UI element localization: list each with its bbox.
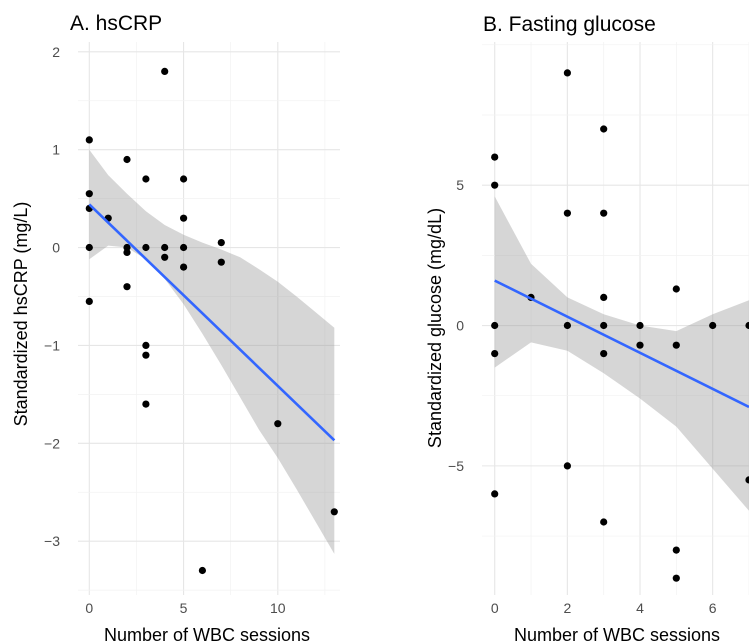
panel-b-data-point bbox=[491, 181, 499, 189]
panel-b-x-axis-label: Number of WBC sessions bbox=[514, 625, 720, 644]
panel-b-tick-labels: 0 2 4 6 −5 0 5 bbox=[448, 177, 717, 616]
panel-a-data-point bbox=[217, 258, 225, 266]
panel-a-data-point bbox=[142, 400, 150, 408]
panel-a-y-tick-label: 0 bbox=[52, 240, 60, 256]
panel-b-y-axis-label: Standardized glucose (mg/dL) bbox=[425, 208, 445, 448]
panel-a-data-point bbox=[142, 341, 150, 349]
panel-b-y-tick-label: −5 bbox=[448, 458, 464, 474]
panel-a-data-point bbox=[85, 243, 93, 252]
panel-a-y-tick-label: −3 bbox=[44, 533, 60, 549]
panel-a-y-tick-label: 2 bbox=[52, 44, 60, 60]
panel-b-confidence-band bbox=[494, 196, 749, 511]
panel-a-tick-labels: 0 5 10 −3 −2 −1 0 1 2 bbox=[44, 44, 286, 616]
panel-b-data-point bbox=[600, 518, 608, 526]
panel-b-data-point bbox=[745, 476, 749, 484]
panel-b-y-tick-label: 5 bbox=[456, 177, 464, 193]
panel-b-data-point bbox=[636, 321, 644, 330]
panel-b-y-tick-label: 0 bbox=[456, 318, 464, 334]
panel-a-x-tick-label: 10 bbox=[270, 600, 286, 616]
panel-a: 0 5 10 −3 −2 −1 0 1 2 A. hsCRP Number of WBC ses… bbox=[11, 12, 340, 644]
panel-a-data-point bbox=[85, 136, 93, 144]
panel-b-title: B. Fasting glucose bbox=[483, 13, 656, 36]
panel-a-data-point bbox=[274, 420, 282, 428]
panel-a-gridlines bbox=[78, 42, 340, 595]
panel-b-data-point bbox=[709, 321, 717, 330]
panel-a-data-point bbox=[123, 283, 131, 291]
panel-b-data-point bbox=[563, 321, 572, 330]
panel-a-data-point bbox=[142, 243, 150, 252]
panel-a-y-tick-label: −1 bbox=[44, 337, 60, 353]
panel-b-fit-line bbox=[494, 279, 749, 409]
panel-b-x-tick-label: 6 bbox=[709, 600, 717, 616]
panel-b-data-point bbox=[563, 462, 572, 470]
panel-b: 0 2 4 6 −5 0 5 B. Fasting glucose Number of WB… bbox=[425, 13, 749, 644]
panel-b-data-point bbox=[491, 490, 499, 498]
panel-a-fit-line bbox=[88, 203, 336, 442]
panel-a-confidence-band bbox=[89, 149, 335, 554]
panel-b-data-point bbox=[600, 125, 608, 133]
panel-a-y-axis-label: Standardized hsCRP (mg/L) bbox=[11, 202, 31, 427]
panel-a-data-point bbox=[180, 214, 188, 222]
panel-b-data-point bbox=[600, 293, 608, 301]
panel-a-data-point bbox=[161, 253, 169, 261]
panel-b-x-tick-label: 0 bbox=[491, 600, 499, 616]
panel-a-data-point bbox=[330, 508, 338, 516]
panel-a-data-point bbox=[161, 67, 169, 75]
panel-a-x-axis-label: Number of WBC sessions bbox=[104, 625, 310, 644]
panel-b-data-point bbox=[491, 321, 499, 330]
panel-b-gridlines bbox=[482, 42, 749, 595]
panel-a-x-tick-label: 0 bbox=[85, 600, 93, 616]
panel-b-points bbox=[491, 69, 749, 582]
panel-b-data-point bbox=[672, 574, 680, 582]
panel-a-y-tick-label: −2 bbox=[44, 435, 60, 451]
panel-a-data-point bbox=[85, 297, 93, 305]
panel-b-x-tick-label: 2 bbox=[563, 600, 571, 616]
panel-a-data-point bbox=[198, 566, 206, 575]
panel-a-points bbox=[85, 67, 338, 575]
panel-a-data-point bbox=[123, 248, 131, 256]
panel-b-data-point bbox=[672, 285, 680, 293]
panel-b-data-point bbox=[600, 350, 608, 358]
panel-b-data-point bbox=[672, 546, 680, 554]
panel-a-data-point bbox=[161, 243, 169, 252]
panel-b-data-point bbox=[636, 341, 644, 349]
panel-b-data-point bbox=[491, 153, 499, 161]
panel-b-x-tick-label: 4 bbox=[636, 600, 644, 616]
panel-b-data-point bbox=[563, 69, 572, 77]
panel-b-data-point bbox=[745, 321, 749, 330]
panel-a-data-point bbox=[123, 155, 131, 164]
panel-a-y-tick-label: 1 bbox=[52, 142, 60, 158]
panel-a-data-point bbox=[180, 175, 188, 183]
panel-b-data-point bbox=[600, 321, 608, 330]
panel-a-data-point bbox=[142, 351, 150, 359]
panel-a-title: A. hsCRP bbox=[70, 12, 162, 35]
panel-a-data-point bbox=[180, 243, 188, 252]
panel-a-x-tick-label: 5 bbox=[180, 600, 188, 616]
panel-a-data-point bbox=[180, 263, 188, 271]
panel-b-data-point bbox=[491, 350, 499, 358]
panel-b-data-point bbox=[563, 209, 572, 217]
panel-a-data-point bbox=[142, 175, 150, 183]
panel-a-data-point bbox=[85, 190, 93, 198]
panel-b-data-point bbox=[672, 341, 680, 349]
panel-b-data-point bbox=[600, 209, 608, 217]
panel-a-data-point bbox=[217, 239, 225, 247]
